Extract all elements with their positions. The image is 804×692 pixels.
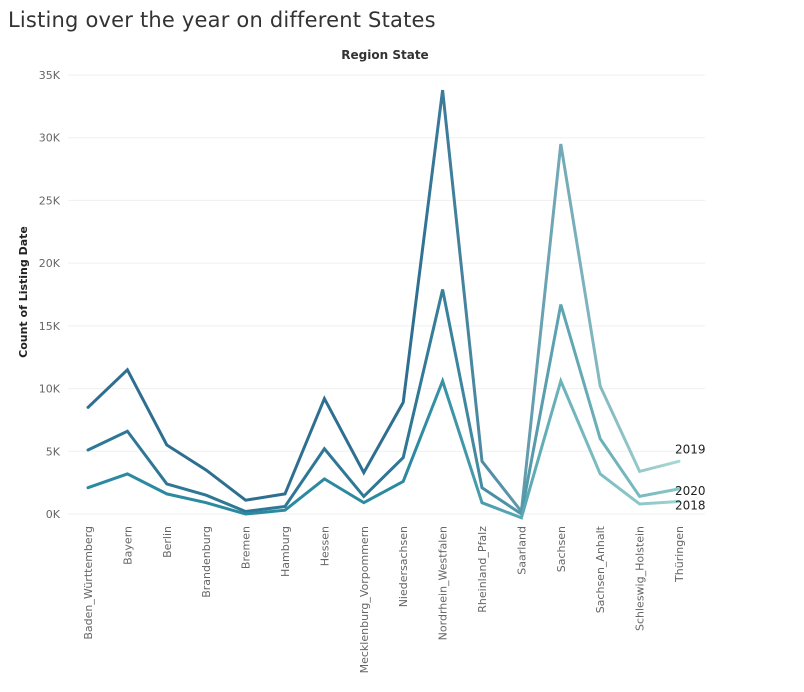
y-axis-label: Count of Listing Date [17,226,30,358]
y-tick-label: 0K [46,508,61,521]
x-tick-label: Saarland [515,526,528,575]
x-axis-ticks: Baden_Württemberg Bayern Berlin Brandenburg… [82,525,686,673]
chart-title: Listing over the year on different State… [8,8,436,32]
y-tick-label: 35K [39,69,61,82]
series-lines [86,89,681,520]
x-tick-label: Mecklenburg_Vorpommern [358,526,371,673]
x-tick-label: Sachsen [555,526,568,572]
series-line-2019 [86,89,681,516]
x-tick-label: Bremen [240,526,253,569]
series-label-2018: 2018 [675,498,706,512]
x-tick-label: Thüringen [673,526,686,583]
y-tick-label: 20K [39,257,61,270]
series-label-2019: 2019 [675,442,706,456]
y-tick-label: 15K [39,320,61,333]
y-tick-label: 30K [39,132,61,145]
y-tick-label: 25K [39,194,61,207]
x-tick-label: Hessen [318,526,331,566]
x-tick-label: Brandenburg [200,526,213,598]
gridlines [68,74,705,515]
y-axis-ticks: 0K 5K 10K 15K 20K 25K 30K 35K [39,69,61,521]
y-tick-label: 5K [46,445,61,458]
x-tick-label: Baden_Württemberg [82,526,95,640]
x-tick-label: Nordrhein_Westfalen [437,526,450,640]
x-tick-label: Bayern [121,526,134,565]
series-label-2020: 2020 [675,484,706,498]
x-tick-label: Rheinland_Pfalz [476,526,489,613]
series-line-2018 [86,376,681,520]
x-tick-label: Niedersachsen [397,526,410,607]
x-tick-label: Hamburg [279,526,292,577]
x-tick-label: Schleswig_Holstein [634,526,647,631]
x-tick-label: Berlin [161,526,174,558]
x-tick-label: Sachsen_Anhalt [594,525,607,613]
column-header: Region State [341,48,429,62]
series-line-2020 [86,289,681,517]
y-tick-label: 10K [39,383,61,396]
